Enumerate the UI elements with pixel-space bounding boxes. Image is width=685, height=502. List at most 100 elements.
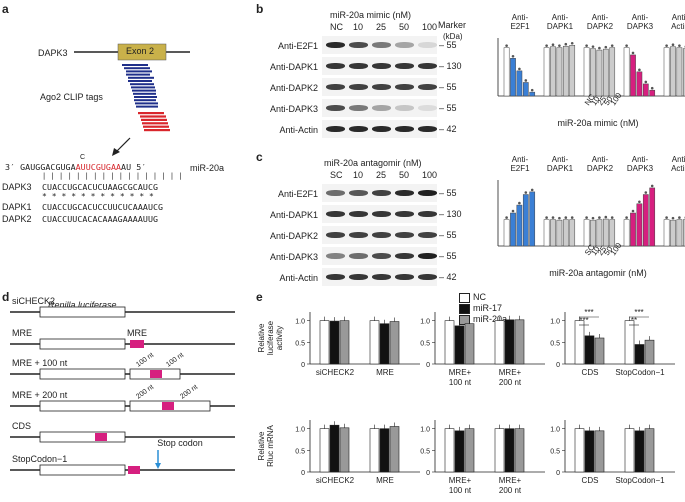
x-tick-label: MRE <box>376 476 394 485</box>
exon-label: Exon 2 <box>126 46 155 56</box>
blot-band <box>349 42 368 48</box>
clip-tag <box>124 67 150 70</box>
series-label: Actin <box>671 22 685 31</box>
y-tick-label: 1.0 <box>420 319 430 326</box>
bar <box>649 89 656 97</box>
kda-marker: – 55 <box>439 82 457 92</box>
blot-band <box>349 232 368 238</box>
x-tick-label: StopCodon−1 <box>615 368 665 377</box>
blot-band <box>349 84 368 90</box>
blot-band <box>372 63 391 69</box>
blot-band <box>395 63 414 69</box>
data-point <box>518 67 521 71</box>
clip-tag <box>122 64 148 66</box>
blot-band <box>418 190 437 196</box>
blot-band <box>418 232 437 238</box>
data-point <box>631 51 635 55</box>
bar <box>379 323 390 365</box>
data-point <box>551 43 555 46</box>
data-point <box>530 88 534 92</box>
blot-band <box>372 232 391 238</box>
bar <box>464 428 475 473</box>
series-label: Anti- <box>632 155 649 164</box>
blot-row-label: Anti-DAPK3 <box>269 104 318 114</box>
chart-e: Relative luciferase activity00.51.0siCHECK… <box>257 308 675 495</box>
lane-label: 10 <box>353 170 364 180</box>
bar <box>562 219 569 247</box>
construct-label: CDS <box>12 421 31 431</box>
blot-band <box>418 63 437 69</box>
data-point <box>650 86 654 90</box>
dapk2-label: DAPK2 <box>2 214 32 224</box>
bar <box>590 48 596 97</box>
kda-marker: – 55 <box>439 230 457 240</box>
bar <box>676 47 683 97</box>
mre-box <box>130 340 144 348</box>
blot-band <box>326 84 345 90</box>
chart-b: Anti-E2F1Anti-DAPK1Anti-DAPK2Anti-DAPK3A… <box>497 13 685 128</box>
data-point <box>511 209 515 213</box>
x-tick-label: MRE <box>376 368 394 377</box>
bar <box>649 187 656 247</box>
bar <box>514 319 525 365</box>
x-tick-label: 100 nt <box>449 378 472 387</box>
clip-tag <box>141 118 167 121</box>
y-tick-label: 0 <box>556 362 560 369</box>
dapk2-seq: CUACCUUCACACAAAGAAAAUUG <box>42 214 159 224</box>
x-tick-label: CDS <box>582 368 599 377</box>
data-point <box>610 216 614 219</box>
clip-tag <box>144 129 170 132</box>
bar <box>454 430 465 473</box>
y-tick-label: 1.0 <box>295 319 305 326</box>
kda-marker: – 130 <box>439 209 462 219</box>
kda-label: (kDa) <box>443 32 463 41</box>
blot-band <box>326 232 345 238</box>
data-point <box>524 79 528 82</box>
bar <box>584 430 595 473</box>
bar <box>634 344 645 365</box>
bar <box>624 320 635 365</box>
bar <box>634 430 645 473</box>
luciferase-box <box>39 400 126 412</box>
panel-b-letter: b <box>256 2 264 16</box>
y-tick-label: 1.0 <box>420 427 430 434</box>
data-point <box>625 44 628 47</box>
bar <box>529 91 536 97</box>
y-tick-label: 0.5 <box>550 340 560 347</box>
bar <box>623 219 630 247</box>
bar <box>504 428 515 473</box>
data-point <box>665 44 668 47</box>
pair-marks: | | | | | | | | | | | | | | | | | <box>42 172 183 180</box>
blot-band <box>395 126 414 132</box>
bar <box>569 45 576 97</box>
bar <box>444 320 455 365</box>
data-point <box>678 216 681 219</box>
kda-marker: – 55 <box>439 251 457 261</box>
blot-row-label: Anti-Actin <box>279 273 318 283</box>
blot-band <box>418 126 437 132</box>
construct-label: MRE + 100 nt <box>12 358 68 368</box>
bar <box>562 45 569 97</box>
data-point <box>551 216 555 219</box>
bar <box>464 323 475 365</box>
sig-label: *** <box>634 308 643 317</box>
construct-label: MRE + 200 nt <box>12 390 68 400</box>
data-point <box>598 216 601 219</box>
blot-band <box>395 232 414 238</box>
data-point <box>598 46 601 50</box>
data-point <box>558 44 561 47</box>
bar <box>663 47 670 97</box>
bar <box>510 58 516 97</box>
data-point <box>585 44 588 47</box>
x-tick-label: MRE+ <box>499 476 522 485</box>
legend-swatch <box>459 293 470 303</box>
blot-band <box>395 274 414 280</box>
lane-label: NC <box>330 22 343 32</box>
y-tick-label: 0 <box>301 362 305 369</box>
bar <box>543 219 550 247</box>
bar <box>389 426 400 473</box>
data-point <box>650 184 654 188</box>
data-point <box>631 209 635 213</box>
y-axis-label: Relative <box>257 323 266 352</box>
data-point <box>570 216 574 219</box>
